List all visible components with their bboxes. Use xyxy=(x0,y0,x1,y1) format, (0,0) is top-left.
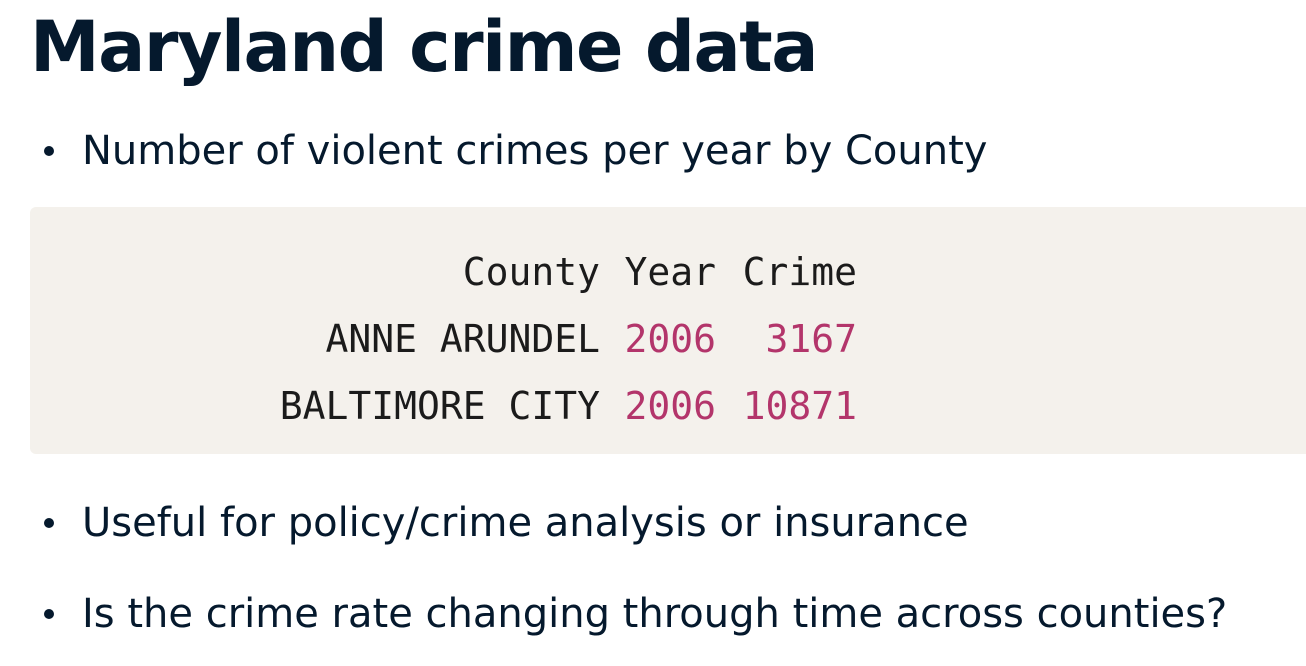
table-row: BALTIMORE CITY 2006 10871 xyxy=(243,373,857,440)
column-header-year: Year xyxy=(624,250,716,294)
bullet-dot-icon xyxy=(44,518,54,528)
data-table: County Year Crime ANNE ARUNDEL 2006 3167 BAL… xyxy=(243,239,857,440)
column-header-crime: Crime xyxy=(742,250,857,294)
crime-cell: 10871 xyxy=(742,384,857,428)
bullet-dot-icon xyxy=(44,609,54,619)
bullet-text: Useful for policy/crime analysis or insu… xyxy=(82,500,969,546)
slide-title: Maryland crime data xyxy=(30,6,818,88)
bullet-text: Is the crime rate changing through time … xyxy=(82,591,1228,637)
year-cell: 2006 xyxy=(624,317,716,361)
code-output-block: County Year Crime ANNE ARUNDEL 2006 3167 BAL… xyxy=(30,207,1306,454)
bullet-text: Number of violent crimes per year by Cou… xyxy=(82,128,988,174)
year-cell: 2006 xyxy=(624,384,716,428)
bullet-dot-icon xyxy=(44,146,54,156)
crime-cell: 3167 xyxy=(765,317,857,361)
county-cell: ANNE ARUNDEL xyxy=(325,317,600,361)
county-cell: BALTIMORE CITY xyxy=(279,384,600,428)
table-row: ANNE ARUNDEL 2006 3167 xyxy=(243,306,857,373)
table-header-row: County Year Crime xyxy=(243,239,857,306)
column-header-county: County xyxy=(462,250,600,294)
